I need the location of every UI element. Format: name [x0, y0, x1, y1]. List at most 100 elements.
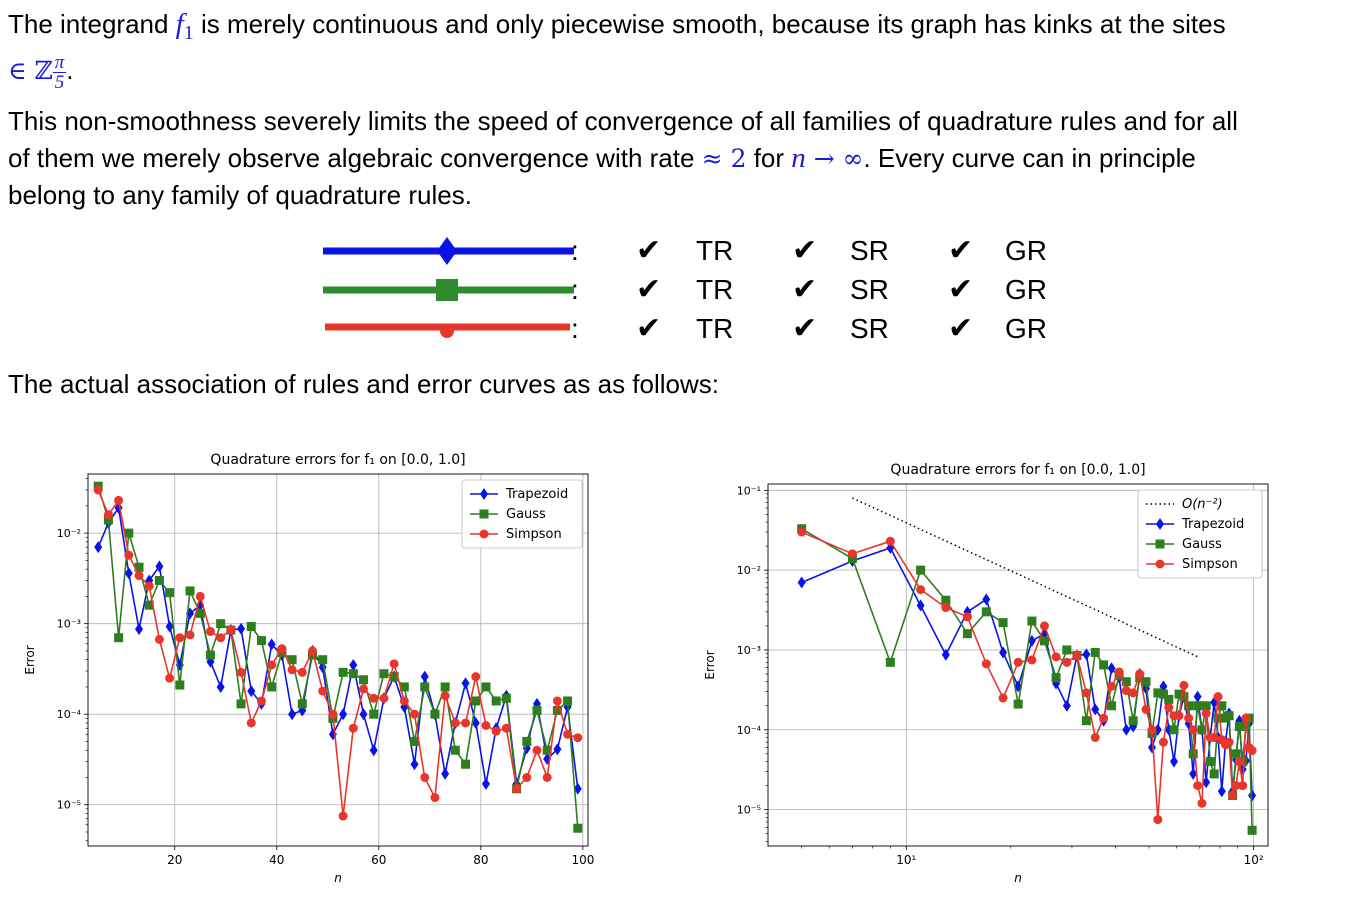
diamond-marker	[135, 623, 144, 636]
square-marker	[430, 709, 440, 719]
x-tick-label: 20	[167, 853, 182, 867]
diamond-marker	[1248, 789, 1257, 802]
red-circle-line-icon	[325, 323, 570, 338]
circle-marker	[256, 696, 266, 706]
circle-marker	[1090, 733, 1100, 743]
circle-marker	[399, 696, 409, 706]
square-marker	[491, 696, 501, 706]
circle-marker	[154, 634, 164, 644]
square-marker	[916, 565, 926, 575]
legend-label: Gauss	[1182, 537, 1222, 552]
diamond-marker	[339, 708, 348, 721]
circle-marker	[369, 693, 379, 703]
square-marker	[338, 667, 348, 677]
circle-marker	[847, 549, 857, 559]
blue-diamond-line-icon	[323, 237, 574, 265]
circle-marker	[420, 772, 430, 782]
circle-marker	[1234, 757, 1244, 767]
diamond-marker	[1156, 518, 1164, 530]
label-gr: GR	[1005, 313, 1047, 344]
square-marker	[1231, 749, 1241, 759]
circle-marker	[277, 644, 287, 654]
diamond-marker	[1107, 662, 1116, 675]
square-marker	[847, 553, 857, 563]
square-marker	[379, 669, 389, 679]
y-axis-label: Error	[703, 650, 717, 679]
square-marker	[440, 682, 450, 692]
diamond-marker	[237, 622, 246, 635]
circle-marker	[1081, 688, 1091, 698]
square-marker	[1247, 825, 1257, 835]
square-marker	[1099, 660, 1109, 670]
legend-label: Trapezoid	[505, 487, 568, 502]
square-marker	[1121, 677, 1131, 687]
series-simpson	[797, 527, 1257, 825]
circle-marker	[1213, 692, 1223, 702]
intro-paragraph: The integrand f1 is merely continuous an…	[8, 6, 1368, 92]
square-marker	[1188, 749, 1198, 759]
square-marker	[246, 622, 256, 632]
square-marker	[114, 633, 124, 643]
square-marker	[267, 682, 277, 692]
circle-marker	[1188, 725, 1198, 735]
circle-marker	[1209, 733, 1219, 743]
circle-marker	[134, 571, 144, 581]
legend-colon: :	[571, 274, 579, 305]
legend-colon: :	[571, 235, 579, 266]
diamond-marker	[1122, 723, 1131, 736]
square-marker	[124, 528, 134, 538]
x-tick-label: 40	[269, 853, 284, 867]
circle-marker	[522, 772, 532, 782]
convergence-paragraph: This non-smoothness severely limits the …	[8, 103, 1368, 214]
circle-marker	[165, 673, 175, 683]
circle-marker	[410, 709, 420, 719]
square-marker	[563, 696, 573, 706]
diamond-marker	[288, 708, 297, 721]
check-icon: ✔	[948, 272, 974, 307]
f-symbol: f	[175, 8, 184, 40]
y-tick-label: 10⁻³	[737, 644, 761, 657]
square-marker	[389, 672, 399, 682]
circle-marker	[359, 684, 369, 694]
square-marker	[962, 629, 972, 639]
check-icon: ✔	[792, 233, 818, 268]
diamond-marker	[1202, 776, 1211, 789]
circle-marker	[1231, 781, 1241, 791]
green-square-line-icon	[323, 279, 574, 301]
circle-marker	[1147, 725, 1157, 735]
diamond-marker	[999, 646, 1008, 659]
circle-marker	[287, 665, 297, 675]
diamond-marker	[359, 708, 368, 721]
square-marker	[1209, 769, 1219, 779]
square-marker	[420, 682, 430, 692]
circle-marker	[226, 625, 236, 635]
square-marker	[410, 736, 420, 746]
diamond-marker	[155, 560, 164, 573]
label-tr: TR	[696, 313, 734, 344]
conv-line-2c: . Every curve can in principle	[863, 143, 1196, 173]
y-tick-label: 10⁻³	[57, 618, 81, 631]
check-icon: ✔	[948, 233, 974, 268]
circle-marker	[1013, 657, 1023, 667]
diamond-marker	[1091, 703, 1100, 716]
rate-math: ≈ 2	[701, 144, 747, 173]
square-marker	[1158, 689, 1168, 699]
label-sr: SR	[850, 274, 889, 305]
square-marker	[573, 823, 583, 833]
circle-marker	[563, 729, 573, 739]
diamond-marker	[216, 680, 225, 693]
x-tick-label: 60	[371, 853, 386, 867]
diamond-marker	[553, 743, 562, 756]
square-marker	[103, 515, 113, 525]
label-sr: SR	[850, 313, 889, 344]
legend-label: Simpson	[506, 527, 562, 542]
circle-marker	[267, 660, 277, 670]
square-marker	[1234, 721, 1244, 731]
square-marker	[175, 680, 185, 690]
circle-marker	[1193, 781, 1203, 791]
square-marker	[1141, 677, 1151, 687]
square-marker	[1213, 713, 1223, 723]
y-tick-label: 10⁻⁵	[57, 799, 81, 812]
circle-marker	[1228, 791, 1238, 801]
diamond-marker	[1148, 741, 1157, 754]
